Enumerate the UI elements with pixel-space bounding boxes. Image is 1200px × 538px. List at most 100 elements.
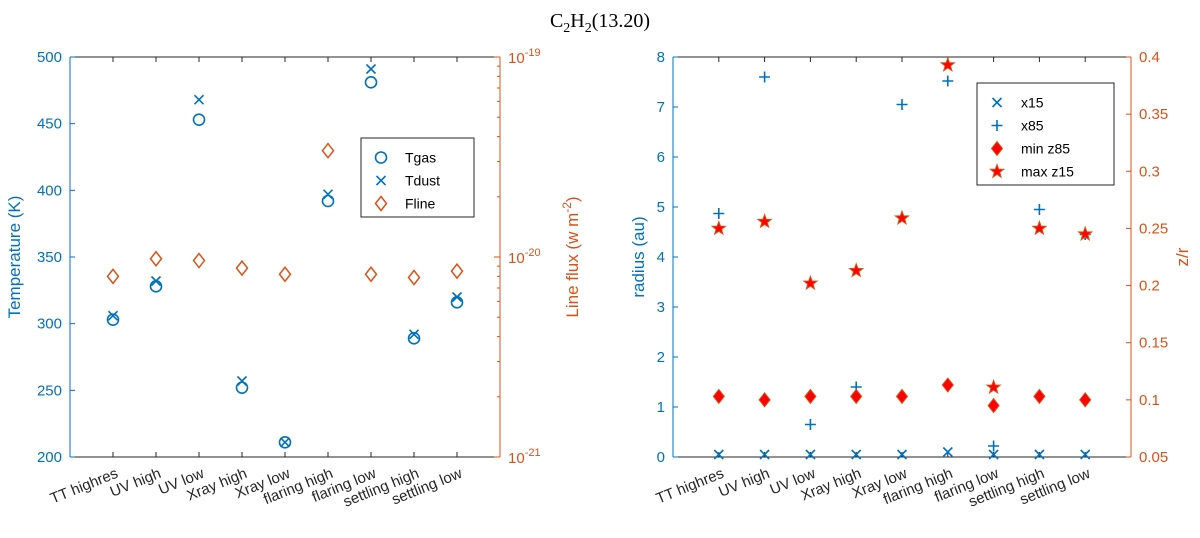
legend-marker-min-z85 [990, 140, 1004, 157]
right-axis-label: z/r [1173, 247, 1192, 266]
left-tick-label: 6 [657, 149, 665, 166]
label-end: ) [563, 196, 582, 202]
left-tick-label: 2 [657, 349, 665, 366]
label-sup: -2 [560, 202, 574, 213]
tick-base: 10 [508, 250, 525, 267]
data-point-tdust [408, 329, 420, 340]
data-point-tdust [236, 375, 248, 387]
tick-base: 10 [508, 450, 525, 467]
data-point-max-z15 [1077, 225, 1094, 241]
data-point-tdust [322, 189, 334, 200]
data-point-min-z85 [712, 388, 725, 405]
data-point-tgas [278, 436, 292, 449]
data-point-tgas [235, 381, 249, 394]
data-point-fline [450, 262, 464, 280]
data-point-x15 [942, 446, 953, 458]
data-point-tgas [364, 76, 378, 89]
data-point-tdust [365, 63, 377, 75]
tick-exponent: -21 [525, 447, 541, 459]
data-point-fline [106, 268, 120, 285]
right-tick-label: 0.25 [1139, 220, 1168, 237]
left-tick-label: 350 [37, 249, 62, 266]
data-point-x15 [896, 449, 908, 460]
data-point-fline [321, 142, 335, 159]
data-point-min-z85 [1079, 392, 1092, 408]
data-point-x85 [988, 440, 1000, 452]
data-point-min-z85 [987, 397, 1000, 414]
data-point-tgas [321, 194, 335, 208]
left-tick-label: 0 [657, 449, 665, 466]
data-point-x15 [713, 449, 724, 460]
legend-entry-tdust: Tdust [405, 173, 440, 189]
right-tick-label: 10-19 [508, 47, 541, 67]
legend-entry-x85: x85 [1021, 118, 1044, 134]
data-point-tgas [192, 113, 206, 126]
legend-marker-tgas [374, 151, 388, 164]
legend-marker-x85 [991, 120, 1003, 131]
data-point-fline [235, 259, 249, 277]
right-tick-label: 10-20 [508, 247, 541, 267]
left-tick-label: 500 [37, 49, 62, 66]
data-point-min-z85 [941, 377, 954, 393]
right-tick-label: 0.2 [1139, 278, 1160, 295]
data-point-tdust [150, 275, 162, 287]
data-point-max-z15 [802, 274, 819, 291]
data-point-x85 [759, 71, 771, 83]
data-point-tdust [451, 291, 463, 303]
radius-zr-chart: 0 1 2 3 4 5 6 7 8 0.05 0.1 0.15 0.2 0.25 0.3 0.35 0.4 TT … [629, 49, 1192, 511]
legend-marker-fline [374, 195, 388, 212]
legend-box [360, 137, 475, 218]
data-point-tgas [149, 280, 163, 293]
data-point-fline [149, 250, 163, 267]
right-tick-label: 0.3 [1139, 163, 1160, 180]
left-tick-label: 3 [657, 299, 665, 316]
tick-exponent: -19 [525, 47, 541, 59]
legend-entry-x15: x15 [1021, 95, 1044, 111]
left-tick-label: 7 [657, 99, 665, 116]
left-tick-label: 300 [37, 316, 62, 333]
data-point-max-z15 [710, 219, 727, 236]
legend-marker-tdust [375, 175, 387, 186]
data-point-fline [407, 269, 421, 286]
data-point-x15 [759, 449, 770, 460]
data-point-min-z85 [850, 388, 863, 405]
x-tick-label: TT highres [654, 465, 727, 508]
data-point-x15 [988, 449, 999, 460]
left-tick-label: 250 [37, 382, 62, 399]
tick-exponent: -20 [525, 247, 541, 259]
legend-entry-max-z15: max z15 [1021, 164, 1074, 180]
data-point-x85 [942, 75, 954, 87]
data-point-max-z15 [848, 262, 865, 278]
right-tick-label: 0.4 [1139, 49, 1160, 66]
data-point-max-z15 [756, 213, 773, 229]
data-point-min-z85 [758, 392, 771, 408]
legend-marker-x15 [991, 97, 1003, 108]
label-main: Line flux (w m [563, 213, 582, 318]
data-point-min-z85 [804, 388, 817, 405]
data-point-min-z85 [1033, 388, 1046, 405]
left-axis-label: Temperature (K) [5, 196, 24, 319]
legend-marker-max-z15 [988, 163, 1006, 179]
left-axis-label: radius (au) [629, 216, 648, 297]
data-point-tgas [450, 296, 464, 309]
data-point-tgas [407, 332, 421, 345]
figure-title: C2H2(13.20) [550, 10, 650, 36]
data-point-fline [364, 266, 378, 283]
legend-entry-tgas: Tgas [405, 150, 436, 166]
x-tick-label: UV high [716, 465, 772, 501]
tick-base: 10 [508, 50, 525, 67]
left-tick-label: 8 [657, 49, 665, 66]
data-point-x15 [851, 449, 862, 460]
data-point-x15 [1034, 449, 1045, 460]
left-tick-label: 450 [37, 116, 62, 133]
legend-entry-min-z85: min z85 [1021, 141, 1070, 157]
right-tick-label: 0.1 [1139, 392, 1160, 409]
data-point-tdust [279, 437, 291, 448]
left-tick-label: 200 [37, 449, 62, 466]
data-point-max-z15 [893, 209, 911, 225]
right-axis-label: Line flux (w m-2) [560, 196, 582, 317]
data-point-max-z15 [939, 56, 956, 72]
left-tick-label: 400 [37, 182, 62, 199]
